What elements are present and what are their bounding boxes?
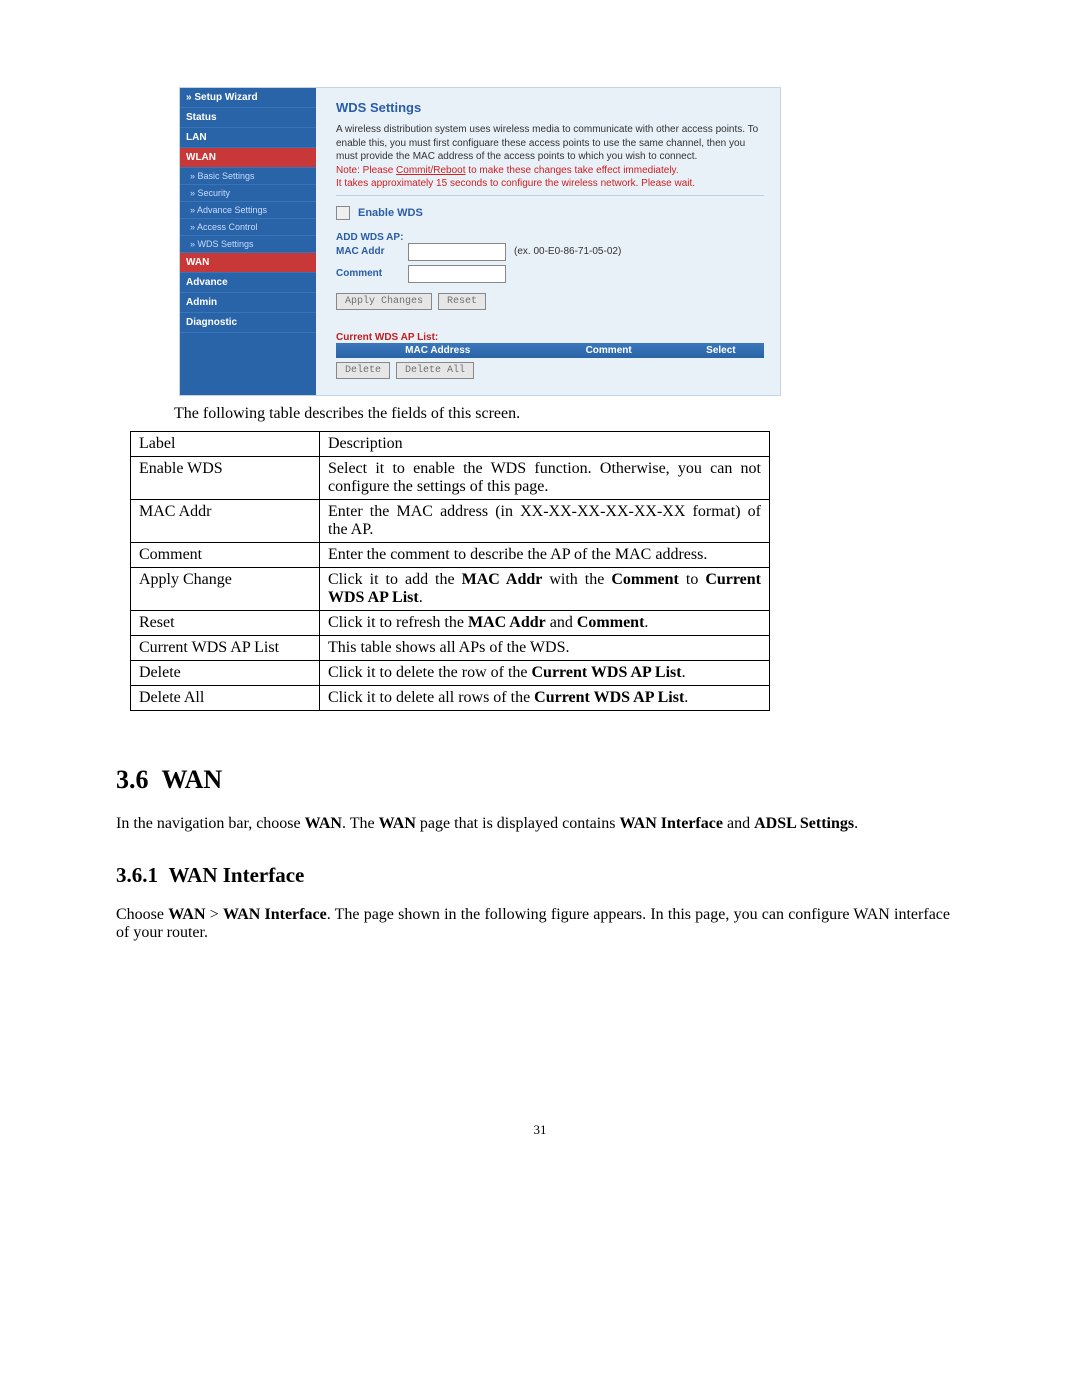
td-label: MAC Addr	[131, 499, 320, 542]
td-label: Delete All	[131, 685, 320, 710]
td-desc: This table shows all APs of the WDS.	[320, 635, 770, 660]
section-title: WAN	[162, 765, 223, 794]
mac-label: MAC Addr	[336, 246, 400, 257]
apply-changes-button[interactable]: Apply Changes	[336, 293, 432, 310]
comment-input[interactable]	[408, 265, 506, 283]
th-desc: Description	[320, 431, 770, 456]
nav-wlan[interactable]: WLAN	[180, 148, 316, 168]
subsection-title: WAN Interface	[169, 863, 305, 887]
td-desc: Click it to delete all rows of the Curre…	[320, 685, 770, 710]
section-heading: 3.6 WAN	[116, 765, 950, 795]
table-header-row: Label Description	[131, 431, 770, 456]
td-desc: Click it to refresh the MAC Addr and Com…	[320, 610, 770, 635]
sidebar: Setup Wizard Status LAN WLAN Basic Setti…	[180, 88, 316, 395]
table-row: Delete All Click it to delete all rows o…	[131, 685, 770, 710]
mac-input[interactable]	[408, 243, 506, 261]
add-wds-ap-title: ADD WDS AP:	[336, 232, 764, 243]
delete-button[interactable]: Delete	[336, 362, 390, 379]
list-buttons: Delete Delete All	[336, 362, 764, 379]
td-desc: Enter the comment to describe the AP of …	[320, 542, 770, 567]
td-label: Reset	[131, 610, 320, 635]
td-desc: Select it to enable the WDS function. Ot…	[320, 456, 770, 499]
nav-wlan-basic[interactable]: Basic Settings	[180, 168, 316, 185]
content-pane: WDS Settings A wireless distribution sys…	[316, 88, 780, 395]
table-row: Comment Enter the comment to describe th…	[131, 542, 770, 567]
subsection-body: Choose WAN > WAN Interface. The page sho…	[116, 906, 950, 942]
page-number: 31	[130, 1122, 950, 1158]
nav-wlan-access[interactable]: Access Control	[180, 219, 316, 236]
nav-setup-wizard[interactable]: Setup Wizard	[180, 88, 316, 108]
nav-admin[interactable]: Admin	[180, 293, 316, 313]
subsection-number: 3.6.1	[116, 863, 158, 887]
nav-status[interactable]: Status	[180, 108, 316, 128]
nav-advance[interactable]: Advance	[180, 273, 316, 293]
td-label: Current WDS AP List	[131, 635, 320, 660]
td-label: Enable WDS	[131, 456, 320, 499]
table-row: Current WDS AP List This table shows all…	[131, 635, 770, 660]
td-desc: Click it to delete the row of the Curren…	[320, 660, 770, 685]
col-select-header: Select	[678, 343, 764, 358]
intro-text: A wireless distribution system uses wire…	[336, 123, 764, 196]
td-desc: Enter the MAC address (in XX-XX-XX-XX-XX…	[320, 499, 770, 542]
nav-wlan-wds[interactable]: WDS Settings	[180, 236, 316, 253]
td-label: Delete	[131, 660, 320, 685]
col-comment-header: Comment	[539, 343, 677, 358]
nav-wlan-advance[interactable]: Advance Settings	[180, 202, 316, 219]
th-label: Label	[131, 431, 320, 456]
section-number: 3.6	[116, 765, 149, 794]
nav-lan[interactable]: LAN	[180, 128, 316, 148]
table-caption: The following table describes the fields…	[174, 405, 950, 423]
enable-wds-row: Enable WDS	[336, 206, 764, 220]
mac-hint: (ex. 00-E0-86-71-05-02)	[514, 246, 621, 257]
ap-list-header: MAC Address Comment Select	[336, 343, 764, 358]
form-buttons: Apply Changes Reset	[336, 293, 764, 310]
delete-all-button[interactable]: Delete All	[396, 362, 474, 379]
enable-wds-label: Enable WDS	[358, 207, 423, 219]
enable-wds-checkbox[interactable]	[336, 206, 350, 220]
comment-row: Comment	[336, 265, 764, 283]
reset-button[interactable]: Reset	[438, 293, 486, 310]
content-title: WDS Settings	[336, 100, 764, 115]
ap-list-section: Current WDS AP List: MAC Address Comment…	[336, 332, 764, 379]
section-body: In the navigation bar, choose WAN. The W…	[116, 815, 950, 833]
table-row: Apply Change Click it to add the MAC Add…	[131, 567, 770, 610]
table-row: Enable WDS Select it to enable the WDS f…	[131, 456, 770, 499]
nav-wan[interactable]: WAN	[180, 253, 316, 273]
table-row: MAC Addr Enter the MAC address (in XX-XX…	[131, 499, 770, 542]
wait-text: It takes approximately 15 seconds to con…	[336, 178, 695, 189]
description-table: Label Description Enable WDS Select it t…	[130, 431, 770, 711]
nav-wlan-security[interactable]: Security	[180, 185, 316, 202]
subsection-heading: 3.6.1 WAN Interface	[116, 863, 950, 888]
router-screenshot: Setup Wizard Status LAN WLAN Basic Setti…	[180, 88, 780, 395]
commit-reboot-link[interactable]: Commit/Reboot	[396, 165, 465, 176]
ap-list-title: Current WDS AP List:	[336, 332, 764, 343]
table-row: Delete Click it to delete the row of the…	[131, 660, 770, 685]
table-row: Reset Click it to refresh the MAC Addr a…	[131, 610, 770, 635]
mac-row: MAC Addr (ex. 00-E0-86-71-05-02)	[336, 243, 764, 261]
td-desc: Click it to add the MAC Addr with the Co…	[320, 567, 770, 610]
intro-main: A wireless distribution system uses wire…	[336, 124, 758, 162]
page-container: Setup Wizard Status LAN WLAN Basic Setti…	[0, 0, 1080, 1158]
nav-diagnostic[interactable]: Diagnostic	[180, 313, 316, 333]
note-rest: to make these changes take effect immedi…	[466, 165, 679, 176]
col-mac-header: MAC Address	[336, 343, 539, 358]
td-label: Comment	[131, 542, 320, 567]
note-label: Note: Please	[336, 165, 396, 176]
comment-label: Comment	[336, 268, 400, 279]
td-label: Apply Change	[131, 567, 320, 610]
